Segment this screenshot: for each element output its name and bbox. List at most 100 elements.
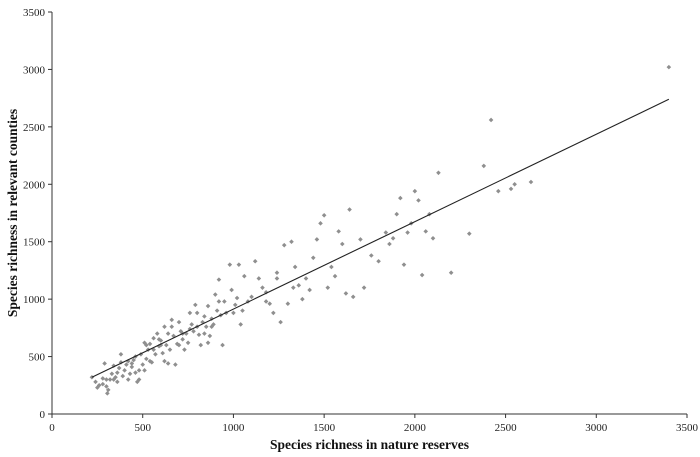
- data-point: [122, 368, 127, 373]
- data-point: [436, 170, 441, 176]
- data-point: [180, 337, 185, 342]
- points-layer: [89, 64, 672, 396]
- data-point: [182, 347, 187, 352]
- data-point: [318, 221, 323, 226]
- data-point: [129, 364, 135, 370]
- data-point: [169, 324, 175, 330]
- data-point: [185, 340, 191, 346]
- data-point: [136, 368, 142, 373]
- data-point: [488, 117, 494, 123]
- data-point: [202, 331, 207, 336]
- data-point: [133, 370, 138, 375]
- data-point: [104, 377, 109, 382]
- data-point: [100, 381, 106, 387]
- data-point: [131, 357, 136, 363]
- data-point: [111, 377, 116, 382]
- data-point: [401, 262, 407, 267]
- data-point: [528, 179, 534, 185]
- data-point: [307, 287, 312, 293]
- x-tick-label: 3000: [585, 422, 608, 434]
- data-point: [227, 262, 233, 267]
- data-point: [310, 255, 316, 261]
- x-tick-label: 1500: [313, 422, 336, 434]
- data-point: [314, 237, 320, 242]
- data-point: [405, 230, 410, 235]
- data-point: [158, 342, 164, 348]
- data-point: [271, 310, 276, 316]
- y-tick-label: 2000: [23, 179, 46, 191]
- x-tick-label: 2000: [404, 422, 427, 434]
- data-point: [222, 299, 227, 304]
- data-point: [666, 64, 672, 70]
- y-tick-label: 2500: [23, 122, 46, 134]
- data-point: [412, 188, 418, 194]
- data-point: [274, 276, 280, 281]
- data-point: [242, 273, 247, 279]
- y-tick-label: 1500: [23, 237, 46, 249]
- data-point: [336, 229, 341, 234]
- data-point: [142, 368, 147, 373]
- data-point: [178, 329, 184, 334]
- data-point: [160, 350, 165, 356]
- data-point: [278, 319, 283, 325]
- data-point: [423, 229, 429, 234]
- y-tick-label: 0: [40, 409, 46, 421]
- data-point: [256, 276, 262, 281]
- data-point: [203, 324, 209, 330]
- data-point: [167, 347, 173, 352]
- x-tick-label: 2500: [495, 422, 518, 434]
- data-point: [96, 382, 102, 388]
- data-point: [202, 314, 207, 319]
- data-point: [430, 235, 436, 241]
- data-point: [124, 362, 129, 367]
- data-point: [115, 370, 120, 375]
- data-point: [361, 285, 367, 290]
- data-point: [481, 163, 487, 169]
- data-point: [115, 379, 120, 385]
- x-tick-label: 3500: [676, 422, 699, 434]
- data-point: [398, 195, 403, 201]
- data-point: [325, 285, 331, 290]
- data-point: [169, 317, 175, 323]
- data-point: [171, 333, 176, 339]
- data-point: [216, 299, 222, 304]
- data-point: [390, 235, 396, 241]
- data-point: [187, 326, 193, 332]
- data-point: [134, 379, 140, 385]
- data-point: [176, 342, 182, 348]
- data-point: [350, 294, 356, 300]
- data-point: [232, 302, 238, 308]
- data-point: [240, 308, 245, 313]
- data-point: [164, 342, 169, 348]
- data-point: [238, 322, 243, 327]
- data-point: [127, 371, 133, 377]
- data-point: [147, 341, 153, 347]
- data-point: [100, 376, 106, 381]
- data-point: [263, 299, 269, 304]
- data-point: [252, 258, 258, 264]
- data-point: [140, 362, 146, 367]
- data-point: [107, 377, 113, 382]
- data-point: [508, 186, 514, 192]
- data-point: [249, 294, 254, 300]
- data-point: [416, 198, 421, 203]
- data-point: [236, 262, 242, 267]
- trendline: [91, 98, 670, 378]
- data-point: [173, 362, 178, 367]
- data-point: [220, 342, 225, 348]
- x-tick-label: 1000: [222, 422, 245, 434]
- data-point: [274, 270, 280, 276]
- data-point: [154, 331, 160, 336]
- data-point: [156, 337, 162, 342]
- data-point: [194, 310, 200, 316]
- y-axis-title: Species richness in relevant counties: [5, 109, 20, 317]
- data-point: [147, 358, 153, 364]
- data-point: [289, 239, 294, 245]
- y-tick-label: 3500: [23, 7, 46, 19]
- data-point: [138, 351, 144, 357]
- data-point: [162, 358, 167, 364]
- data-point: [144, 356, 149, 362]
- data-point: [466, 231, 472, 236]
- data-point: [343, 291, 349, 296]
- data-point: [129, 361, 135, 366]
